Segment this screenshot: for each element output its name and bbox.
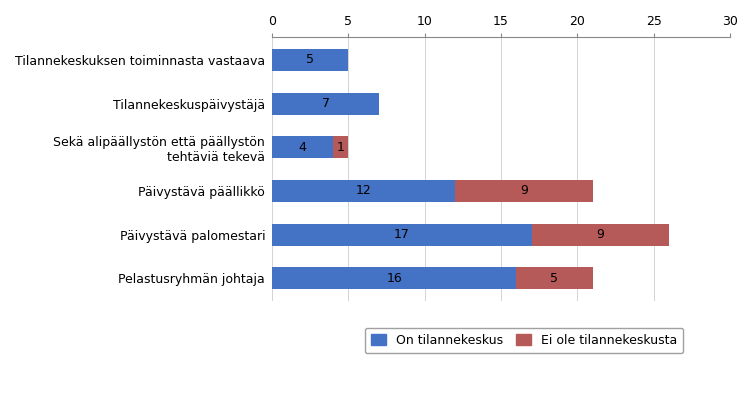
Bar (272, 93, 379, 114)
Bar (272, 224, 532, 246)
Text: 4: 4 (299, 141, 306, 154)
Bar (272, 49, 349, 71)
Bar (272, 180, 456, 202)
Text: 17: 17 (394, 228, 410, 241)
Text: 5: 5 (550, 272, 559, 285)
Bar (333, 136, 349, 158)
Bar (272, 267, 517, 289)
Text: 1: 1 (337, 141, 345, 154)
Bar (532, 224, 669, 246)
Bar (272, 136, 333, 158)
Text: 7: 7 (322, 97, 330, 110)
Text: 16: 16 (386, 272, 402, 285)
Bar (456, 180, 593, 202)
Text: 9: 9 (520, 185, 528, 197)
Text: 9: 9 (596, 228, 604, 241)
Legend: On tilannekeskus, Ei ole tilannekeskusta: On tilannekeskus, Ei ole tilannekeskusta (364, 328, 683, 353)
Text: 5: 5 (306, 53, 314, 66)
Text: 12: 12 (356, 185, 371, 197)
Bar (517, 267, 593, 289)
